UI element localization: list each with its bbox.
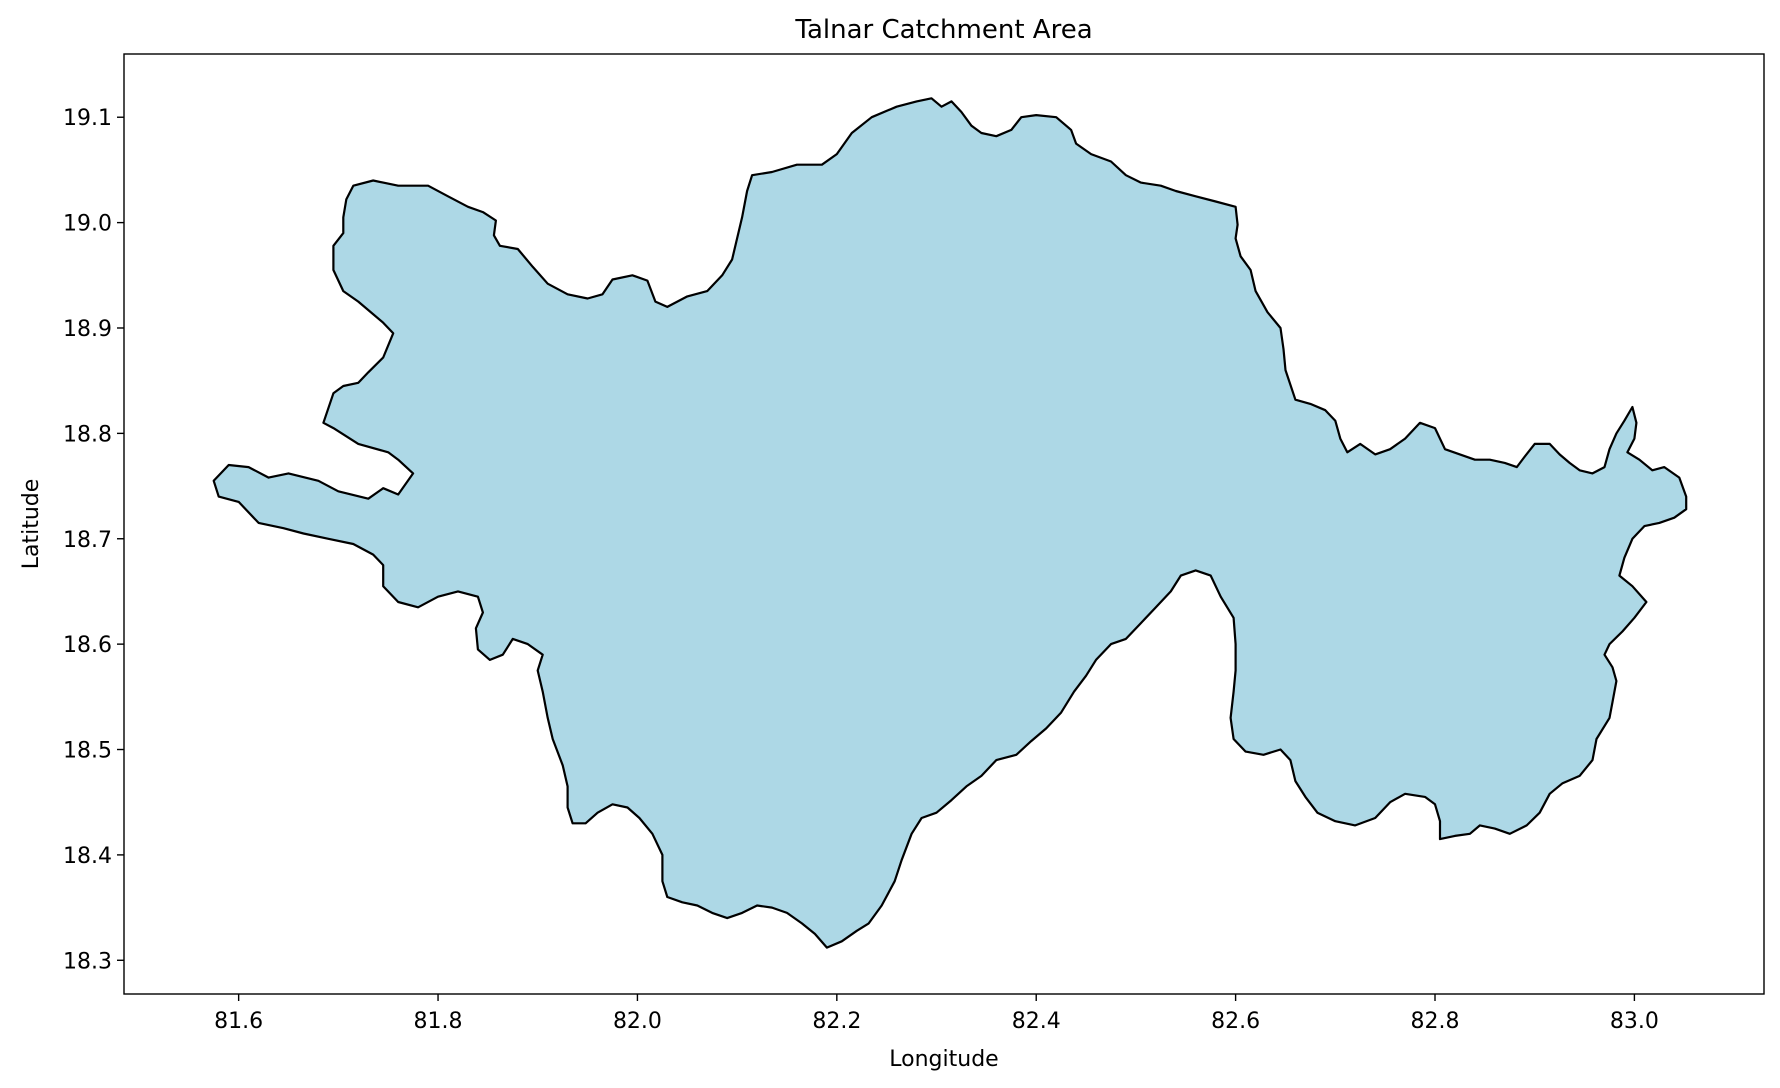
x-tick-label: 82.2 <box>812 1009 861 1034</box>
catchment-polygon <box>212 97 1688 949</box>
y-axis-label: Latitude <box>19 479 44 570</box>
y-tick-label: 19.1 <box>63 106 112 131</box>
y-tick-label: 18.6 <box>63 633 112 658</box>
y-tick-label: 18.9 <box>63 317 112 342</box>
y-tick-label: 18.7 <box>63 528 112 553</box>
y-tick-label: 18.4 <box>63 844 112 869</box>
plot-area <box>123 53 1765 995</box>
y-tick-label: 19.0 <box>63 212 112 237</box>
y-tick-label: 18.5 <box>63 739 112 764</box>
x-tick-label: 82.8 <box>1411 1009 1460 1034</box>
y-tick-label: 18.3 <box>63 949 112 974</box>
x-tick-label: 81.8 <box>414 1009 463 1034</box>
x-axis: 81.6 81.8 82.0 82.2 82.4 82.6 82.8 83.0 <box>214 994 1659 1034</box>
chart-title: Talnar Catchment Area <box>794 15 1092 45</box>
y-axis: 18.3 18.4 18.5 18.6 18.7 18.8 18.9 19.0 19.1 <box>63 106 124 974</box>
x-tick-label: 82.6 <box>1211 1009 1260 1034</box>
x-tick-label: 81.6 <box>214 1009 263 1034</box>
plot-frame <box>123 53 1765 995</box>
x-tick-label: 82.0 <box>613 1009 662 1034</box>
y-tick-label: 18.8 <box>63 422 112 447</box>
x-axis-label: Longitude <box>889 1047 998 1072</box>
x-tick-label: 82.4 <box>1012 1009 1061 1034</box>
x-tick-label: 83.0 <box>1610 1009 1659 1034</box>
